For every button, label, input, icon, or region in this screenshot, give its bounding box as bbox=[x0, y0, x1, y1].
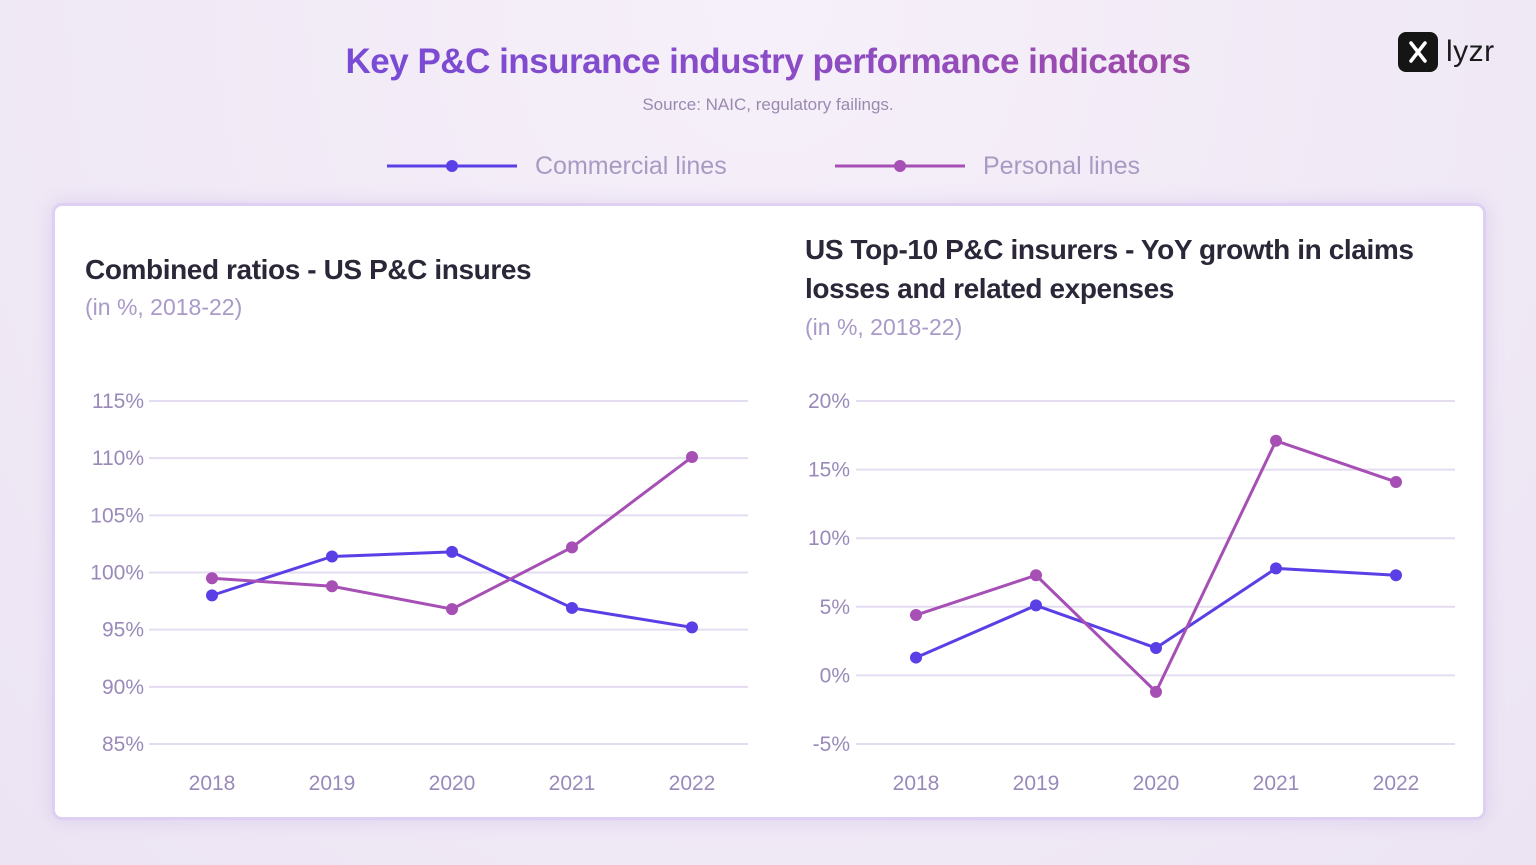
charts-panel: Combined ratios - US P&C insures (in %, … bbox=[52, 203, 1486, 820]
y-tick-label: 15% bbox=[808, 459, 850, 482]
x-tick-label: 2021 bbox=[1253, 772, 1300, 795]
chart-title-claims-growth: US Top-10 P&C insurers - YoY growth in c… bbox=[805, 234, 1414, 304]
y-tick-label: 5% bbox=[820, 596, 850, 619]
logo-text: lyzr bbox=[1446, 35, 1495, 68]
data-point-commercial bbox=[206, 589, 218, 602]
data-point-commercial bbox=[566, 601, 578, 614]
y-tick-label: -5% bbox=[813, 733, 850, 756]
legend-label-personal: Personal lines bbox=[983, 151, 1141, 180]
y-tick-label: 10% bbox=[808, 527, 850, 550]
x-tick-label: 2019 bbox=[1013, 772, 1060, 795]
y-tick-label: 0% bbox=[820, 664, 850, 687]
legend-label-commercial: Commercial lines bbox=[535, 151, 727, 180]
x-tick-label: 2018 bbox=[189, 772, 236, 795]
legend-item-commercial: Commercial lines bbox=[385, 150, 727, 182]
legend-marker-personal bbox=[835, 160, 965, 172]
claims-growth-chart: 20% 15% 10% 5% 0% -5% 2018 2019 2020 2021 2022 bbox=[808, 390, 1455, 795]
y-tick-label: 95% bbox=[102, 619, 144, 642]
data-point-personal bbox=[1030, 569, 1042, 582]
data-point-personal bbox=[1150, 685, 1162, 698]
chart-subtitle-claims-growth: (in %, 2018-22) bbox=[805, 314, 963, 340]
data-point-commercial bbox=[1150, 641, 1162, 654]
data-point-personal bbox=[1270, 434, 1282, 447]
y-tick-label: 110% bbox=[92, 447, 144, 470]
y-tick-label: 90% bbox=[102, 676, 144, 699]
chart-subtitle-combined-ratios: (in %, 2018-22) bbox=[85, 294, 243, 320]
data-point-personal bbox=[910, 609, 922, 622]
y-tick-label: 105% bbox=[90, 504, 144, 527]
data-point-commercial bbox=[910, 651, 922, 664]
legend-marker-commercial bbox=[387, 160, 517, 172]
source-note: Source: NAIC, regulatory failings. bbox=[642, 95, 894, 114]
data-point-commercial bbox=[1030, 599, 1042, 612]
y-tick-label: 85% bbox=[102, 733, 144, 756]
y-tick-label: 100% bbox=[90, 562, 144, 585]
data-point-commercial bbox=[1270, 562, 1282, 575]
x-tick-label: 2020 bbox=[1133, 772, 1180, 795]
lyzr-logo-icon bbox=[1398, 32, 1438, 72]
lyzr-logo[interactable]: lyzr bbox=[1398, 31, 1495, 73]
data-point-personal bbox=[326, 580, 338, 593]
data-point-commercial bbox=[326, 550, 338, 563]
page-title: Key P&C insurance industry performance i… bbox=[0, 42, 1536, 82]
y-tick-label: 20% bbox=[808, 390, 850, 413]
series-line-personal bbox=[915, 439, 1397, 694]
y-tick-label: 115% bbox=[92, 390, 144, 413]
data-point-personal bbox=[566, 541, 578, 554]
x-tick-label: 2021 bbox=[549, 772, 596, 795]
x-tick-label: 2022 bbox=[1373, 772, 1420, 795]
data-point-personal bbox=[1390, 475, 1402, 488]
data-point-personal bbox=[446, 603, 458, 616]
x-tick-label: 2022 bbox=[669, 772, 716, 795]
data-point-commercial bbox=[686, 621, 698, 634]
data-point-commercial bbox=[1390, 569, 1402, 582]
x-tick-label: 2020 bbox=[429, 772, 476, 795]
legend-item-personal: Personal lines bbox=[833, 150, 1140, 182]
chart-title-combined-ratios: Combined ratios - US P&C insures bbox=[85, 254, 532, 285]
x-tick-label: 2019 bbox=[309, 772, 356, 795]
data-point-personal bbox=[686, 451, 698, 464]
data-point-commercial bbox=[446, 545, 458, 558]
combined-ratios-chart: 115% 110% 105% 100% 95% 90% 85% 2018 2019 2020 202… bbox=[90, 390, 748, 795]
data-point-personal bbox=[206, 572, 218, 585]
x-tick-label: 2018 bbox=[893, 772, 940, 795]
